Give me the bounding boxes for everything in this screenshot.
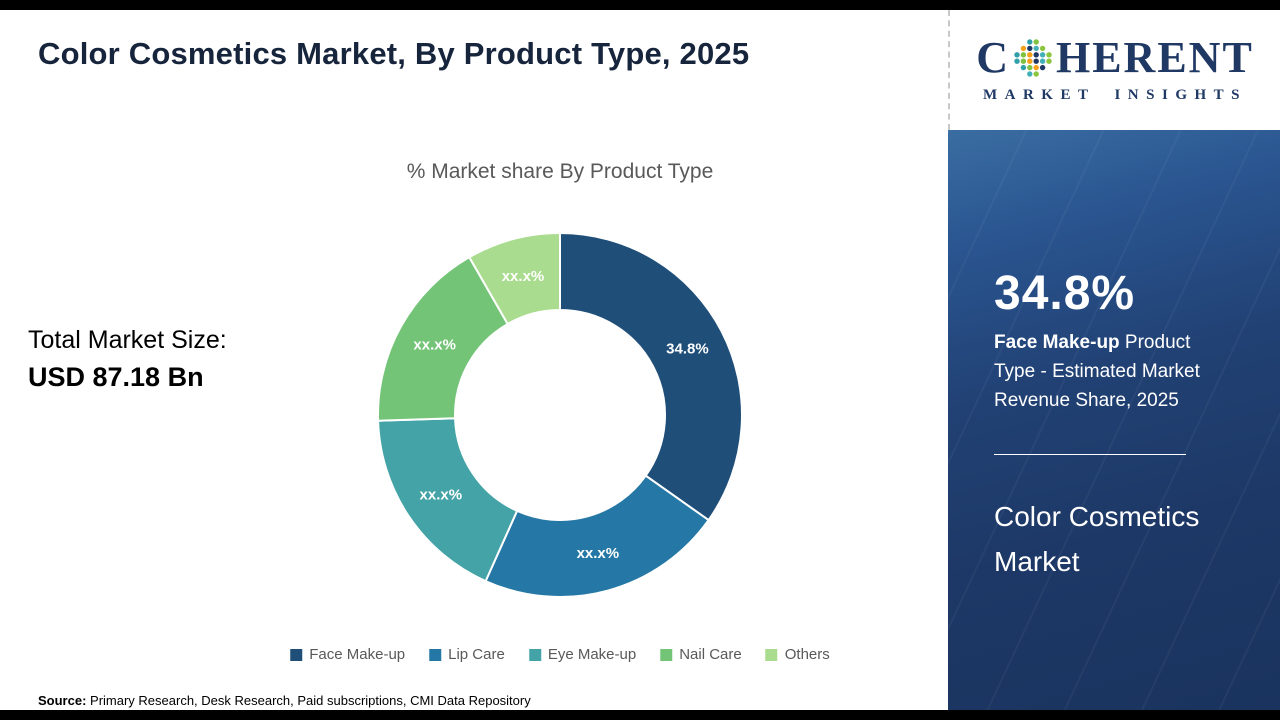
legend-swatch-icon — [660, 648, 673, 661]
page-title: Color Cosmetics Market, By Product Type,… — [38, 36, 750, 71]
stat-value: 34.8% — [994, 267, 1136, 320]
donut-label-face-make-up: 34.8% — [666, 341, 709, 358]
legend-label: Face Make-up — [309, 646, 406, 663]
stat-description: Face Make-up Product Type - Estimated Ma… — [994, 328, 1236, 415]
donut-segment-eye-make-up — [377, 417, 519, 583]
source-line: Source: Primary Research, Desk Research,… — [38, 693, 531, 708]
legend-swatch-icon — [528, 648, 541, 661]
donut-segment-others — [467, 231, 561, 326]
legend-item-eye-make-up: Eye Make-up — [528, 646, 637, 663]
legend-swatch-icon — [290, 648, 303, 661]
legend-item-lip-care: Lip Care — [429, 646, 505, 663]
legend-item-others: Others — [765, 646, 830, 663]
bottom-black-bar — [0, 710, 1280, 720]
sidebar-panel: 34.8% Face Make-up Product Type - Estima… — [948, 130, 1280, 710]
chart-title: % Market share By Product Type — [406, 160, 714, 183]
brand-logo: C HERENT — [976, 36, 1254, 80]
source-text: Primary Research, Desk Research, Paid su… — [86, 693, 531, 708]
source-label: Source: — [38, 693, 87, 708]
globe-dots-icon — [1014, 39, 1052, 77]
donut-segment-lip-care — [484, 474, 710, 598]
legend-swatch-icon — [765, 648, 778, 661]
donut-label-nail-care: xx.x% — [413, 337, 456, 354]
brand-letters-rest: HERENT — [1055, 33, 1254, 82]
legend-swatch-icon — [429, 648, 442, 661]
total-market-size-value: USD 87.18 Bn — [28, 362, 204, 392]
stat-rest: Product Type - Estimated Market Revenue … — [994, 332, 1200, 411]
logo-box: C HERENT MARKET INSIGHTS — [948, 10, 1280, 130]
donut-chart: 34.8% xx.x% xx.x% xx.x% xx.x% — [377, 231, 743, 598]
stat-highlight: Face Make-up — [994, 332, 1120, 353]
donut-label-eye-make-up: xx.x% — [420, 486, 463, 503]
legend-label: Eye Make-up — [547, 646, 637, 663]
total-market-size-label: Total Market Size: — [28, 326, 227, 354]
legend-item-nail-care: Nail Care — [660, 646, 742, 663]
donut-label-lip-care: xx.x% — [577, 545, 620, 562]
donut-label-others: xx.x% — [502, 268, 545, 285]
legend-label: Nail Care — [679, 646, 742, 663]
brand-subtitle: MARKET INSIGHTS — [982, 87, 1247, 103]
panel-title: Color Cosmetics Market — [994, 501, 1200, 577]
chart-legend: Face Make-up Lip Care Eye Make-up Nail Care… — [290, 646, 830, 663]
panel-divider — [994, 454, 1186, 455]
legend-label: Others — [784, 646, 830, 663]
legend-item-face-make-up: Face Make-up — [290, 646, 405, 663]
brand-letter-c: C — [976, 33, 1010, 82]
donut-segment-face-make-up — [559, 231, 743, 522]
legend-label: Lip Care — [448, 646, 505, 663]
top-black-bar — [0, 0, 1280, 10]
